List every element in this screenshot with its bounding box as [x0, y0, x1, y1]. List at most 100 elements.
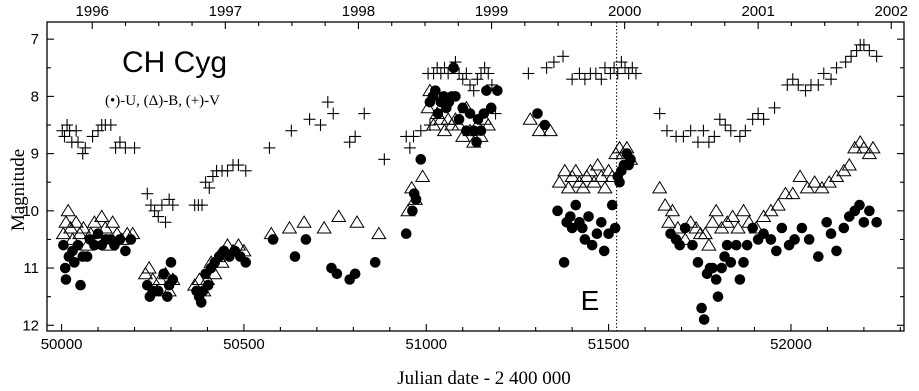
- v-point: [456, 73, 469, 86]
- axes-layer: [46, 21, 905, 332]
- b-point: [141, 260, 157, 274]
- u-point: [716, 262, 727, 274]
- v-point: [724, 124, 737, 137]
- u-point: [871, 216, 882, 228]
- v-point: [611, 67, 624, 80]
- v-point: [407, 130, 420, 143]
- u-point: [552, 205, 563, 217]
- u-point: [625, 154, 636, 165]
- u-point: [158, 268, 169, 280]
- u-point: [407, 205, 418, 217]
- u-point: [609, 222, 621, 234]
- b-point: [704, 215, 721, 228]
- b-point: [420, 100, 436, 114]
- b-point: [841, 157, 858, 171]
- u-point: [789, 234, 800, 245]
- u-point: [565, 211, 576, 222]
- b-point: [560, 180, 577, 194]
- series-u-layer: [58, 62, 882, 325]
- u-point: [478, 108, 490, 119]
- v-point: [540, 61, 553, 74]
- v-point: [285, 124, 298, 137]
- u-point: [300, 234, 312, 245]
- v-point: [677, 130, 690, 143]
- u-point: [167, 274, 179, 285]
- b-point: [542, 123, 558, 137]
- v-point: [812, 78, 825, 91]
- v-point: [349, 130, 362, 143]
- x-tick-label: 50000: [41, 336, 83, 353]
- u-point: [75, 279, 86, 291]
- b-point: [568, 163, 584, 177]
- v-point: [629, 67, 642, 80]
- u-point: [69, 257, 80, 268]
- u-point: [679, 222, 691, 234]
- v-point: [739, 124, 752, 137]
- u-point: [195, 297, 207, 308]
- u-point: [712, 291, 724, 302]
- u-point: [577, 222, 588, 234]
- u-point: [730, 239, 742, 251]
- u-point: [796, 222, 808, 234]
- b-point: [414, 169, 431, 182]
- v-point: [166, 199, 179, 212]
- v-point: [573, 67, 586, 80]
- v-point: [547, 56, 560, 69]
- y-axis-label: Magnitude: [8, 149, 29, 231]
- v-point: [608, 61, 621, 74]
- u-point: [202, 279, 214, 291]
- y-tick-label: 10: [22, 203, 39, 220]
- u-point: [430, 85, 441, 96]
- v-point: [358, 107, 371, 120]
- v-point: [423, 119, 436, 131]
- u-point: [692, 257, 704, 268]
- u-point: [558, 257, 570, 268]
- u-point: [415, 154, 427, 165]
- v-point: [199, 176, 212, 189]
- u-point: [72, 239, 84, 251]
- v-point: [152, 210, 165, 223]
- u-point: [240, 257, 252, 268]
- v-point: [870, 50, 883, 63]
- u-point: [485, 102, 497, 114]
- b-point: [93, 209, 110, 223]
- v-point: [303, 113, 316, 126]
- v-point: [857, 38, 870, 51]
- u-point: [81, 251, 93, 262]
- u-point: [710, 274, 722, 285]
- u-point: [331, 268, 343, 280]
- v-point: [155, 199, 168, 212]
- top-year-label: 1997: [209, 3, 242, 20]
- v-point: [825, 73, 838, 86]
- b-point: [777, 186, 794, 200]
- v-point: [467, 84, 480, 97]
- legend-text: (•)-U, (Δ)-B, (+)-V: [105, 93, 220, 109]
- v-point: [104, 119, 117, 131]
- v-point: [195, 199, 208, 212]
- v-point: [557, 50, 570, 63]
- u-point: [583, 211, 594, 222]
- u-point: [698, 314, 710, 325]
- v-point: [263, 141, 276, 154]
- v-point: [781, 78, 794, 91]
- b-point: [724, 209, 741, 223]
- u-point: [687, 239, 698, 251]
- b-point: [75, 220, 92, 234]
- v-point: [478, 61, 491, 74]
- v-point: [232, 159, 245, 172]
- v-point: [752, 107, 765, 120]
- u-point: [566, 222, 578, 234]
- y-tick-label: 12: [22, 317, 39, 334]
- u-point: [92, 228, 104, 240]
- u-point: [152, 285, 164, 297]
- b-point: [852, 135, 868, 148]
- v-point: [414, 124, 427, 137]
- v-point: [113, 136, 126, 149]
- u-point: [481, 85, 492, 96]
- u-point: [570, 199, 582, 211]
- u-point: [492, 85, 503, 96]
- u-point: [59, 262, 71, 274]
- top-year-label: 2001: [741, 3, 774, 20]
- top-year-label: 1999: [475, 3, 508, 20]
- v-point: [460, 67, 473, 80]
